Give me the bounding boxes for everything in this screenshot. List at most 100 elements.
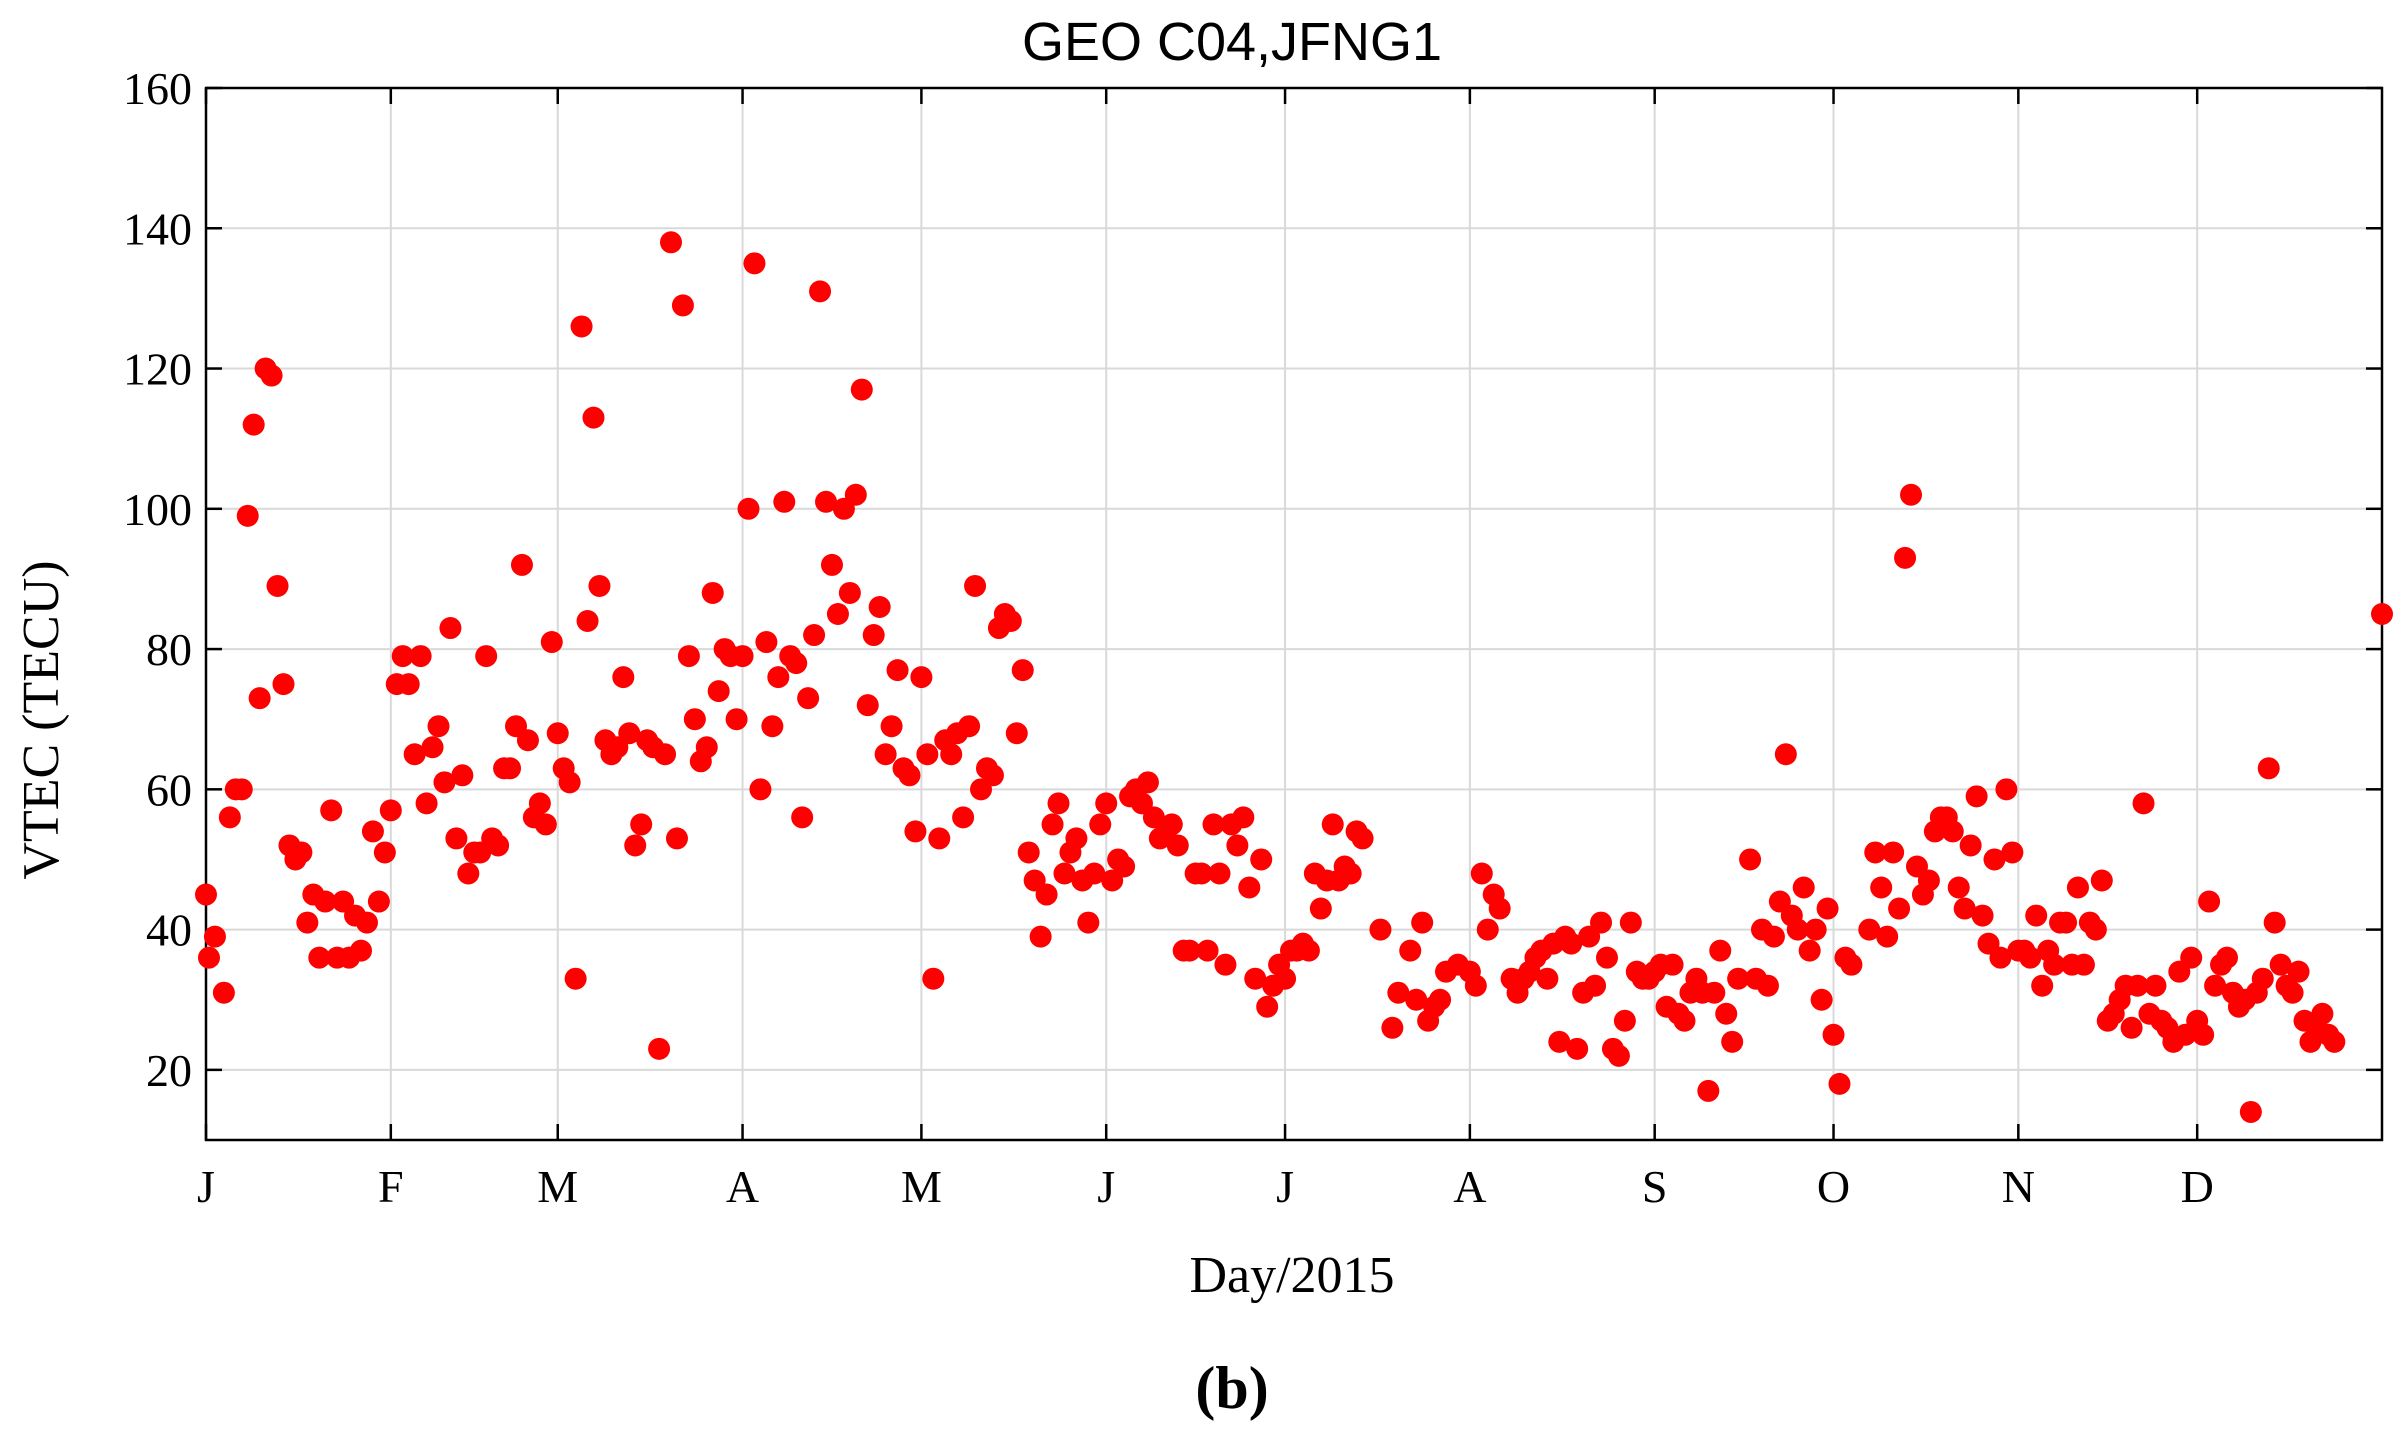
data-point: [916, 743, 939, 766]
data-point: [2192, 1023, 2215, 1046]
data-point: [1226, 834, 1249, 857]
data-point: [1727, 967, 1750, 990]
data-point: [874, 743, 897, 766]
data-point: [1160, 813, 1183, 836]
data-point: [439, 617, 462, 640]
data-point: [1709, 939, 1732, 962]
x-tick-label: J: [197, 1161, 215, 1212]
data-point: [320, 799, 343, 822]
data-point: [2281, 981, 2304, 1004]
data-point: [1995, 778, 2018, 801]
data-point: [1548, 1030, 1571, 1053]
data-point: [260, 364, 283, 387]
data-point: [1888, 897, 1911, 920]
data-point: [2120, 1016, 2143, 1039]
data-point: [546, 722, 569, 745]
data-point: [197, 946, 220, 969]
data-point: [773, 490, 796, 513]
data-point: [1607, 1044, 1630, 1067]
data-point: [487, 834, 510, 857]
data-point: [1673, 1009, 1696, 1032]
data-point: [1166, 834, 1189, 857]
data-point: [1351, 827, 1374, 850]
data-point: [576, 610, 599, 633]
data-point: [528, 792, 551, 815]
data-point: [1369, 918, 1392, 941]
data-point: [1274, 967, 1297, 990]
panel-label-close: ): [1249, 1355, 1269, 1421]
data-point: [1739, 848, 1762, 871]
data-point: [803, 624, 826, 647]
data-point: [1595, 946, 1618, 969]
data-point: [856, 694, 879, 717]
y-tick-label: 80: [146, 624, 192, 675]
data-point: [1238, 876, 1261, 899]
data-point: [999, 610, 1022, 633]
data-point: [648, 1037, 671, 1060]
data-point: [2239, 1100, 2262, 1123]
data-point: [2323, 1030, 2346, 1053]
data-point: [743, 252, 766, 275]
data-point: [952, 806, 975, 829]
data-point: [731, 645, 754, 668]
data-point: [1321, 813, 1344, 836]
y-axis-label: VTEC (TECU): [13, 560, 70, 879]
data-point: [1798, 939, 1821, 962]
data-point: [862, 624, 885, 647]
data-point: [218, 806, 241, 829]
data-point: [665, 827, 688, 850]
data-point: [797, 687, 820, 710]
data-point: [737, 497, 760, 520]
data-point: [409, 645, 432, 668]
data-point: [1429, 988, 1452, 1011]
data-point: [958, 715, 981, 738]
data-point: [2215, 946, 2238, 969]
data-point: [677, 645, 700, 668]
x-axis-label: Day/2015: [1189, 1247, 1394, 1304]
data-point: [1405, 988, 1428, 1011]
data-point: [361, 820, 384, 843]
data-point: [445, 827, 468, 850]
data-point: [1822, 1023, 1845, 1046]
data-point: [1947, 876, 1970, 899]
data-point: [904, 820, 927, 843]
y-tick-label: 100: [123, 484, 192, 535]
data-point: [212, 981, 235, 1004]
data-point: [2066, 876, 2089, 899]
panel-label: (b): [1195, 1355, 1268, 1421]
data-point: [1095, 792, 1118, 815]
data-point: [1804, 918, 1827, 941]
y-tick-label: 140: [123, 203, 192, 254]
data-point: [2144, 974, 2167, 997]
x-tick-label: J: [1276, 1161, 1294, 1212]
data-point: [1882, 841, 1905, 864]
data-point: [248, 687, 271, 710]
data-point: [922, 967, 945, 990]
data-point: [850, 378, 873, 401]
data-point: [809, 280, 832, 303]
data-point: [683, 708, 706, 731]
data-point: [624, 834, 647, 857]
data-point: [2198, 890, 2221, 913]
data-point: [1792, 876, 1815, 899]
data-point: [826, 603, 849, 625]
data-point: [308, 946, 331, 969]
data-point: [1065, 827, 1088, 850]
axis-ticks: [204, 86, 2382, 1140]
data-point: [564, 967, 587, 990]
data-point: [755, 631, 778, 654]
data-point: [1989, 946, 2012, 969]
data-point: [1053, 862, 1076, 885]
data-point: [1697, 1079, 1720, 1102]
data-point: [1399, 939, 1422, 962]
data-point: [880, 715, 903, 738]
data-point: [1387, 981, 1410, 1004]
data-point: [1041, 813, 1064, 836]
data-point: [1840, 953, 1863, 976]
data-point: [1381, 1016, 1404, 1039]
data-point: [928, 827, 951, 850]
data-point: [1959, 834, 1982, 857]
data-point: [1619, 911, 1642, 934]
